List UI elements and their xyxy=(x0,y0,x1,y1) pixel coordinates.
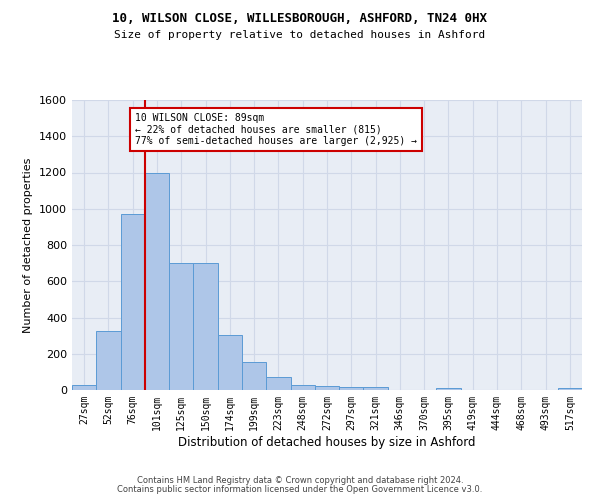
Bar xyxy=(193,263,218,390)
Text: Contains public sector information licensed under the Open Government Licence v3: Contains public sector information licen… xyxy=(118,485,482,494)
Bar xyxy=(218,334,242,390)
Text: Size of property relative to detached houses in Ashford: Size of property relative to detached ho… xyxy=(115,30,485,40)
Bar xyxy=(339,388,364,390)
X-axis label: Distribution of detached houses by size in Ashford: Distribution of detached houses by size … xyxy=(178,436,476,448)
Bar xyxy=(364,388,388,390)
Text: Contains HM Land Registry data © Crown copyright and database right 2024.: Contains HM Land Registry data © Crown c… xyxy=(137,476,463,485)
Bar xyxy=(121,214,145,390)
Bar xyxy=(266,378,290,390)
Bar xyxy=(558,388,582,390)
Bar xyxy=(290,384,315,390)
Text: 10 WILSON CLOSE: 89sqm
← 22% of detached houses are smaller (815)
77% of semi-de: 10 WILSON CLOSE: 89sqm ← 22% of detached… xyxy=(135,112,417,146)
Bar xyxy=(169,263,193,390)
Bar xyxy=(145,172,169,390)
Bar xyxy=(436,388,461,390)
Bar xyxy=(96,331,121,390)
Bar xyxy=(315,386,339,390)
Bar xyxy=(242,362,266,390)
Y-axis label: Number of detached properties: Number of detached properties xyxy=(23,158,34,332)
Bar xyxy=(72,384,96,390)
Text: 10, WILSON CLOSE, WILLESBOROUGH, ASHFORD, TN24 0HX: 10, WILSON CLOSE, WILLESBOROUGH, ASHFORD… xyxy=(113,12,487,26)
